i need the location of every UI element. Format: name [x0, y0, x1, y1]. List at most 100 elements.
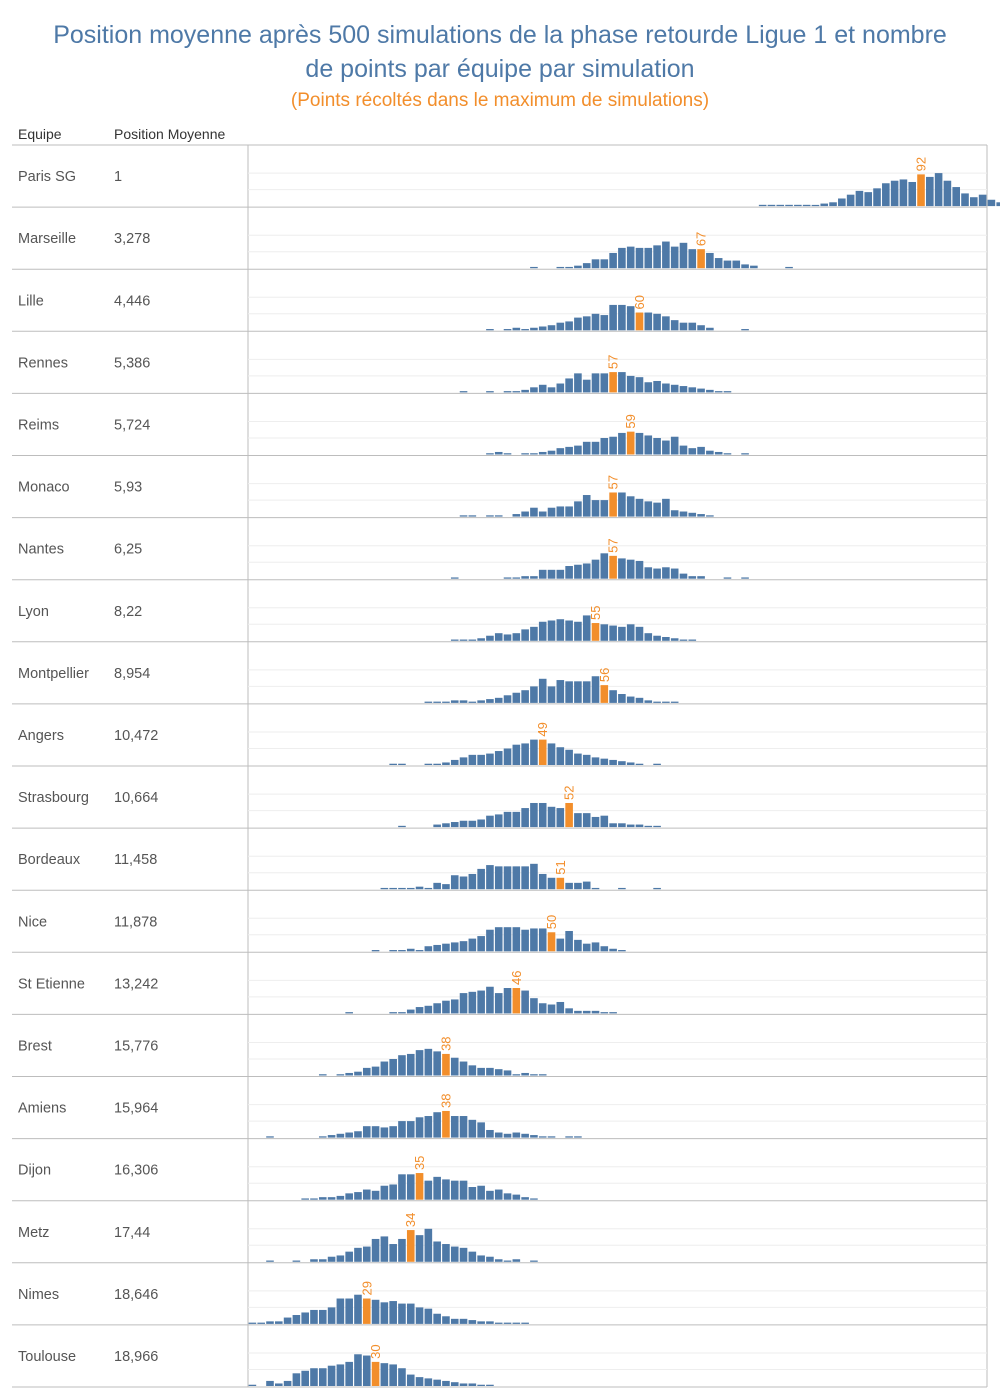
bar — [538, 928, 547, 952]
bar — [442, 701, 450, 703]
bar — [450, 1116, 459, 1138]
bar — [450, 1382, 459, 1386]
bar — [521, 1133, 529, 1138]
bar — [248, 1384, 257, 1386]
bar — [670, 436, 679, 455]
bar — [318, 1074, 327, 1076]
bar — [486, 699, 494, 703]
bar — [415, 1377, 424, 1386]
peak-label: 92 — [914, 157, 929, 171]
bar — [380, 1127, 389, 1138]
bar — [530, 626, 538, 641]
bar — [336, 1364, 345, 1386]
bar — [653, 701, 661, 703]
bar — [459, 1061, 468, 1076]
bar — [600, 758, 609, 765]
bar — [582, 1010, 591, 1014]
bar — [565, 378, 573, 393]
bar — [591, 441, 600, 455]
bar — [494, 515, 503, 517]
bar — [600, 946, 609, 952]
bar — [468, 1320, 477, 1324]
bar — [574, 373, 582, 393]
bar — [477, 754, 485, 765]
average-position: 8,954 — [114, 666, 150, 682]
bar — [741, 264, 749, 269]
average-position: 10,472 — [114, 728, 158, 744]
bar — [503, 1070, 512, 1076]
bar — [767, 204, 776, 207]
chart-subtitle: (Points récoltés dans le maximum de simu… — [290, 90, 710, 111]
bar — [530, 1198, 538, 1200]
bar — [433, 1241, 441, 1262]
bar — [459, 1383, 468, 1386]
bar — [389, 763, 397, 765]
bar — [477, 1255, 485, 1262]
bar — [538, 1074, 547, 1076]
bar — [591, 1010, 600, 1014]
bar — [644, 247, 653, 269]
peak-bar — [547, 932, 556, 952]
bar — [662, 440, 670, 455]
chart-title: Position moyenne après 500 simulations d… — [0, 18, 1000, 86]
bar — [688, 576, 697, 579]
bar — [547, 620, 556, 641]
bar — [758, 204, 767, 207]
bar — [486, 329, 494, 331]
bar — [591, 559, 600, 579]
bar — [424, 1308, 433, 1324]
bar — [723, 453, 732, 455]
bar — [653, 763, 661, 765]
bar — [530, 266, 538, 269]
bar — [450, 700, 459, 703]
bar — [741, 577, 749, 579]
bar — [829, 202, 837, 207]
bar — [653, 502, 661, 517]
bar — [433, 1003, 441, 1014]
bar — [274, 1321, 283, 1324]
bar — [424, 1180, 433, 1200]
bar — [494, 927, 503, 952]
bar — [345, 1251, 353, 1262]
bar — [301, 1370, 309, 1386]
bar — [662, 636, 670, 641]
bar — [468, 639, 477, 641]
bar — [556, 569, 565, 579]
bar — [318, 1309, 327, 1324]
bar — [697, 514, 705, 517]
bar — [591, 942, 600, 952]
bar — [406, 887, 415, 890]
bar — [336, 1195, 345, 1200]
bar — [380, 1061, 389, 1076]
bar — [521, 329, 529, 331]
bar — [609, 823, 617, 828]
bar — [574, 445, 582, 455]
bar — [371, 1190, 380, 1200]
bar — [574, 1010, 582, 1014]
bar — [345, 1012, 353, 1014]
bar — [494, 1322, 503, 1324]
bar — [468, 701, 477, 703]
bar — [530, 802, 538, 828]
bar — [547, 325, 556, 331]
bar — [486, 815, 494, 828]
bar — [459, 639, 468, 641]
bar — [697, 325, 705, 331]
bar — [556, 747, 565, 765]
bar — [468, 754, 477, 765]
bar — [380, 1185, 389, 1200]
bar — [538, 1136, 547, 1138]
bar — [565, 321, 573, 331]
bar — [547, 1004, 556, 1014]
bar — [424, 1048, 433, 1076]
bar — [354, 1294, 362, 1324]
bar — [538, 1003, 547, 1014]
team-name: Nice — [18, 914, 47, 930]
team-name: Monaco — [18, 480, 70, 496]
bar — [547, 507, 556, 517]
bar — [565, 566, 573, 579]
bar — [662, 241, 670, 269]
peak-bar — [600, 685, 609, 703]
bar — [415, 1050, 424, 1076]
bar — [380, 887, 389, 890]
